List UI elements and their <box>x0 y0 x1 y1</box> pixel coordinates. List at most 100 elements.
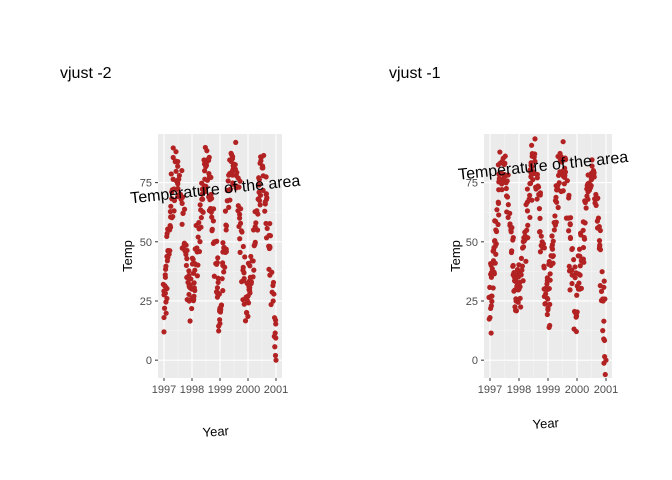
data-point <box>232 162 238 168</box>
data-point <box>264 225 270 232</box>
data-point <box>532 151 538 157</box>
data-point <box>596 224 602 230</box>
data-point <box>170 145 176 151</box>
data-point <box>520 244 527 250</box>
data-point <box>547 301 553 307</box>
chart-panel-2: vjust -1 0 25 50 75 1997 1998 1999 2000 2001 Year T… <box>389 65 629 432</box>
data-point <box>180 210 186 216</box>
data-point <box>272 344 278 350</box>
data-point <box>589 157 595 163</box>
data-point <box>505 214 511 221</box>
data-point <box>261 152 267 159</box>
data-point <box>161 292 167 298</box>
data-point <box>168 171 174 177</box>
data-point <box>495 199 501 205</box>
data-point <box>527 181 533 187</box>
data-point <box>245 260 251 266</box>
data-point <box>255 211 261 217</box>
data-point <box>551 227 557 233</box>
data-point <box>171 186 177 192</box>
data-point <box>576 280 582 286</box>
data-point <box>247 290 253 296</box>
x-axis-label: Year <box>202 423 230 440</box>
data-point <box>233 139 239 146</box>
x-tick-label: 2000 <box>236 384 260 396</box>
data-point <box>553 194 559 200</box>
data-point <box>488 330 494 336</box>
data-point <box>494 207 500 213</box>
data-point <box>596 238 603 244</box>
data-point <box>577 253 583 259</box>
data-point <box>227 186 234 192</box>
data-point <box>208 174 214 180</box>
data-point <box>179 200 185 206</box>
data-point <box>214 238 220 244</box>
data-point <box>525 222 531 228</box>
data-point <box>240 243 246 250</box>
data-point <box>508 229 514 235</box>
data-point <box>187 318 193 324</box>
x-tick-label: 1998 <box>507 384 531 396</box>
data-point <box>567 222 573 228</box>
data-point <box>263 174 269 180</box>
data-point <box>491 247 497 253</box>
data-point <box>269 269 275 275</box>
data-point <box>167 224 174 230</box>
data-point <box>272 352 279 359</box>
data-point <box>266 245 273 252</box>
data-point <box>223 246 229 252</box>
data-point <box>505 172 511 178</box>
data-point <box>486 316 492 322</box>
data-point <box>190 256 196 262</box>
data-point <box>253 220 259 226</box>
data-point <box>577 263 583 269</box>
y-tick-label: 0 <box>472 355 478 367</box>
data-point <box>534 171 540 178</box>
data-point <box>491 271 497 277</box>
data-point <box>229 172 236 178</box>
data-point <box>576 271 582 277</box>
data-point <box>527 214 533 221</box>
data-point <box>553 219 559 225</box>
y-axis-label: Temp <box>120 240 135 272</box>
data-point <box>536 206 543 212</box>
data-point <box>216 291 222 297</box>
data-point <box>254 227 261 233</box>
data-point <box>527 192 533 198</box>
series-points <box>486 136 609 378</box>
data-point <box>547 271 553 277</box>
data-point <box>518 255 524 261</box>
data-point <box>175 186 181 192</box>
data-point <box>546 285 552 292</box>
data-point <box>227 197 233 203</box>
data-point <box>273 357 279 363</box>
data-point <box>542 301 548 307</box>
data-point <box>576 246 583 252</box>
data-point <box>544 311 550 318</box>
data-point <box>204 148 210 154</box>
data-point <box>497 149 503 155</box>
data-point <box>518 272 524 278</box>
data-point <box>572 264 578 270</box>
data-point <box>267 220 273 227</box>
data-point <box>574 292 580 298</box>
data-point <box>219 260 226 266</box>
data-point <box>186 291 192 298</box>
data-point <box>170 213 176 220</box>
data-point <box>577 285 583 291</box>
data-point <box>545 296 551 302</box>
data-point <box>184 247 190 254</box>
data-point <box>183 242 189 248</box>
data-point <box>496 212 502 218</box>
data-point <box>569 280 575 287</box>
data-point <box>191 285 197 291</box>
data-point <box>583 205 589 211</box>
data-point <box>209 228 215 234</box>
data-point <box>207 197 213 203</box>
data-point <box>517 284 523 290</box>
data-point <box>161 314 167 321</box>
data-point <box>580 244 587 251</box>
y-tick-label: 75 <box>140 178 152 190</box>
data-point <box>603 357 609 363</box>
